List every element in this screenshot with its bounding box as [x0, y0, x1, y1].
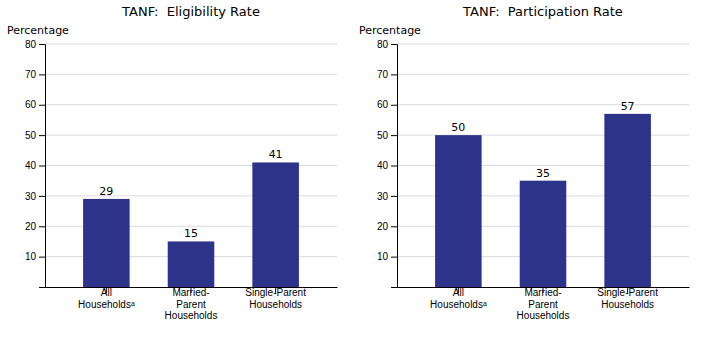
y-tick-mark	[39, 226, 45, 227]
y-tick-label: 80	[377, 39, 389, 50]
y-axis-line	[391, 45, 398, 288]
y-tick: 30	[377, 191, 397, 202]
y-tick-mark	[391, 105, 397, 106]
y-tick-mark	[391, 257, 397, 258]
y-tick: 40	[25, 160, 45, 171]
x-tick: Married-ParentHouseholds	[165, 287, 218, 321]
y-tick-label: 20	[377, 221, 389, 232]
y-tick-label: 70	[25, 69, 37, 80]
grid-line	[397, 74, 689, 75]
y-tick-label: 80	[25, 39, 37, 50]
y-axis: 10 20 30 40 50 60 70 80	[25, 39, 46, 288]
y-tick-label: 20	[25, 221, 37, 232]
y-tick: 30	[25, 191, 45, 202]
y-tick-mark	[391, 166, 397, 167]
y-tick: 10	[25, 251, 45, 262]
y-tick-mark	[39, 196, 45, 197]
x-tick: Married-ParentHouseholds	[517, 287, 570, 321]
y-tick-mark	[39, 166, 45, 167]
y-tick-label: 50	[25, 130, 37, 141]
y-tick-label: 30	[377, 191, 389, 202]
y-tick: 80	[377, 39, 397, 50]
y-tick: 50	[25, 130, 45, 141]
y-tick: 40	[377, 160, 397, 171]
y-tick-mark	[39, 105, 45, 106]
x-tick: Single-ParentHouseholds	[245, 287, 306, 310]
y-tick: 70	[377, 69, 397, 80]
y-tick: 50	[377, 130, 397, 141]
y-label: Percentage	[7, 24, 69, 37]
data-label: 41	[269, 148, 283, 161]
y-tick-mark	[39, 44, 45, 45]
y-label: Percentage	[359, 24, 421, 37]
bar	[168, 241, 215, 287]
figure: 29 15 41 10 20 30 40 50 60 70 80 AllHouseholdsᵃ Marr…	[0, 0, 704, 339]
data-label: 35	[536, 167, 550, 180]
y-tick-mark	[39, 74, 45, 75]
panel: 29 15 41 10 20 30 40 50 60 70 80 AllHouseholdsᵃ Marr…	[7, 4, 338, 321]
bar	[604, 114, 651, 287]
data-label: 57	[621, 100, 635, 113]
x-tick-label: Married-ParentHouseholds	[517, 287, 570, 321]
x-tick-label: AllHouseholdsᵃ	[430, 287, 487, 310]
y-tick-label: 40	[25, 160, 37, 171]
y-tick-mark	[391, 135, 397, 136]
y-tick-label: 40	[377, 160, 389, 171]
data-label: 29	[99, 185, 113, 198]
y-tick: 70	[25, 69, 45, 80]
x-tick-label: Single-ParentHouseholds	[597, 287, 658, 310]
y-tick-mark	[39, 135, 45, 136]
y-tick: 60	[377, 99, 397, 110]
y-tick-mark	[39, 257, 45, 258]
x-tick: AllHouseholdsᵃ	[430, 287, 487, 310]
bars	[435, 114, 651, 287]
y-tick: 80	[25, 39, 45, 50]
grid-line	[45, 135, 337, 136]
y-tick-label: 30	[25, 191, 37, 202]
y-tick: 20	[25, 221, 45, 232]
y-tick-mark	[391, 44, 397, 45]
title: TANF: Eligibility Rate	[121, 4, 260, 19]
panel: 50 35 57 10 20 30 40 50 60 70 80 AllHouseholdsᵃ Marr…	[359, 4, 690, 321]
x-tick-label: Married-ParentHouseholds	[165, 287, 218, 321]
bar	[520, 181, 567, 287]
y-tick-mark	[391, 74, 397, 75]
data-label: 50	[451, 121, 465, 134]
x-tick: Single-ParentHouseholds	[597, 287, 658, 310]
y-tick-label: 60	[25, 99, 37, 110]
data-label: 15	[184, 227, 198, 240]
y-tick-label: 10	[25, 251, 37, 262]
y-tick-label: 10	[377, 251, 389, 262]
y-tick-mark	[391, 196, 397, 197]
y-tick-mark	[391, 226, 397, 227]
title: TANF: Participation Rate	[462, 4, 623, 19]
bar	[83, 199, 130, 287]
bar	[252, 162, 299, 287]
y-tick-label: 50	[377, 130, 389, 141]
x-tick-label: Single-ParentHouseholds	[245, 287, 306, 310]
bars	[83, 162, 299, 287]
data-labels: 29 15 41	[99, 148, 282, 240]
grid-line	[45, 104, 337, 105]
x-axis: AllHouseholdsᵃ Married-ParentHouseholds Si…	[398, 287, 690, 321]
grid-line	[397, 104, 689, 105]
y-tick: 10	[377, 251, 397, 262]
x-tick: AllHouseholdsᵃ	[78, 287, 135, 310]
x-tick-label: AllHouseholdsᵃ	[78, 287, 135, 310]
y-axis-line	[39, 45, 46, 288]
y-tick: 20	[377, 221, 397, 232]
x-axis: AllHouseholdsᵃ Married-ParentHouseholds Si…	[46, 287, 338, 321]
grid-line	[45, 74, 337, 75]
grid-line	[397, 44, 689, 45]
y-tick: 60	[25, 99, 45, 110]
data-labels: 50 35 57	[451, 100, 634, 180]
y-tick-label: 60	[377, 99, 389, 110]
grid-line	[45, 44, 337, 45]
y-axis: 10 20 30 40 50 60 70 80	[377, 39, 398, 288]
y-tick-label: 70	[377, 69, 389, 80]
bar	[435, 135, 482, 287]
